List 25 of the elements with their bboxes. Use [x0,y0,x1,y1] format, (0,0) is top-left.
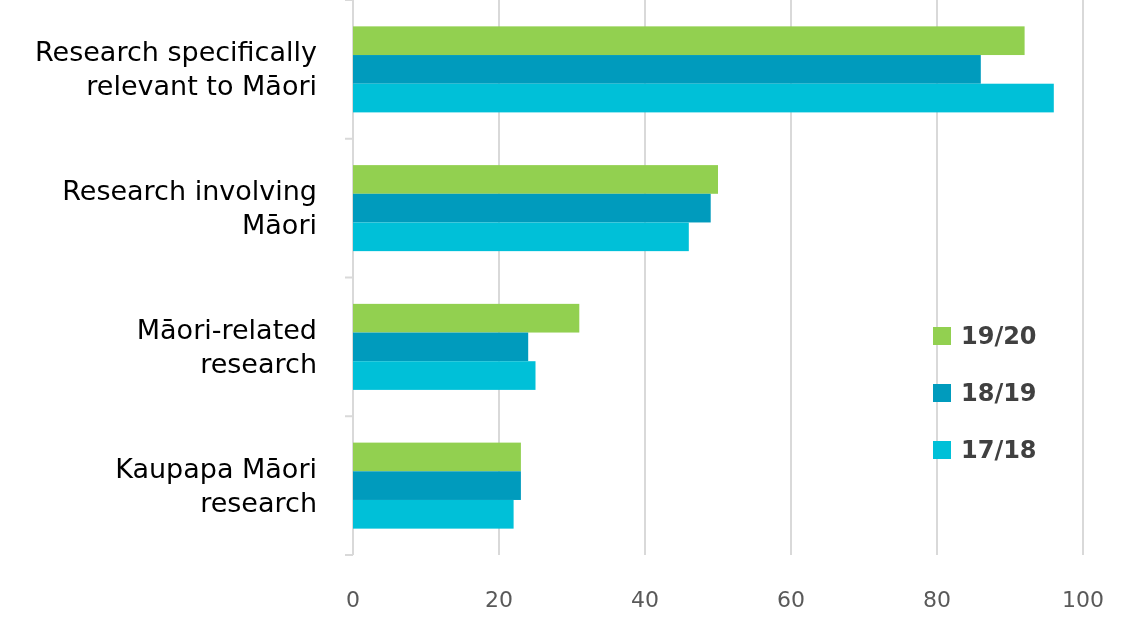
x-tick-label: 100 [1062,587,1104,612]
x-tick-label: 80 [923,587,951,612]
bar [353,55,981,84]
x-tick-label: 60 [777,587,805,612]
bar [353,442,521,472]
legend-label: 18/19 [961,379,1037,407]
bar [353,303,580,333]
bar [353,83,1054,113]
x-tick-label: 0 [346,587,360,612]
legend-label: 19/20 [961,322,1037,350]
x-tick-label: 20 [485,587,513,612]
y-tick-label: Kaupapa Māori research [115,452,317,518]
bar [353,499,514,529]
y-tick-label: Māori-related research [136,313,317,379]
legend-label: 17/18 [961,436,1037,464]
y-tick-label: Research involving Māori [62,175,317,241]
bar [353,222,689,252]
bar [353,26,1025,56]
y-tick-label: Research specifically relevant to Māori [35,36,318,102]
bar [353,165,718,194]
bar [353,332,529,362]
bar [353,193,711,223]
x-tick-label: 40 [631,587,659,612]
bar [353,361,536,390]
bar [353,471,521,500]
